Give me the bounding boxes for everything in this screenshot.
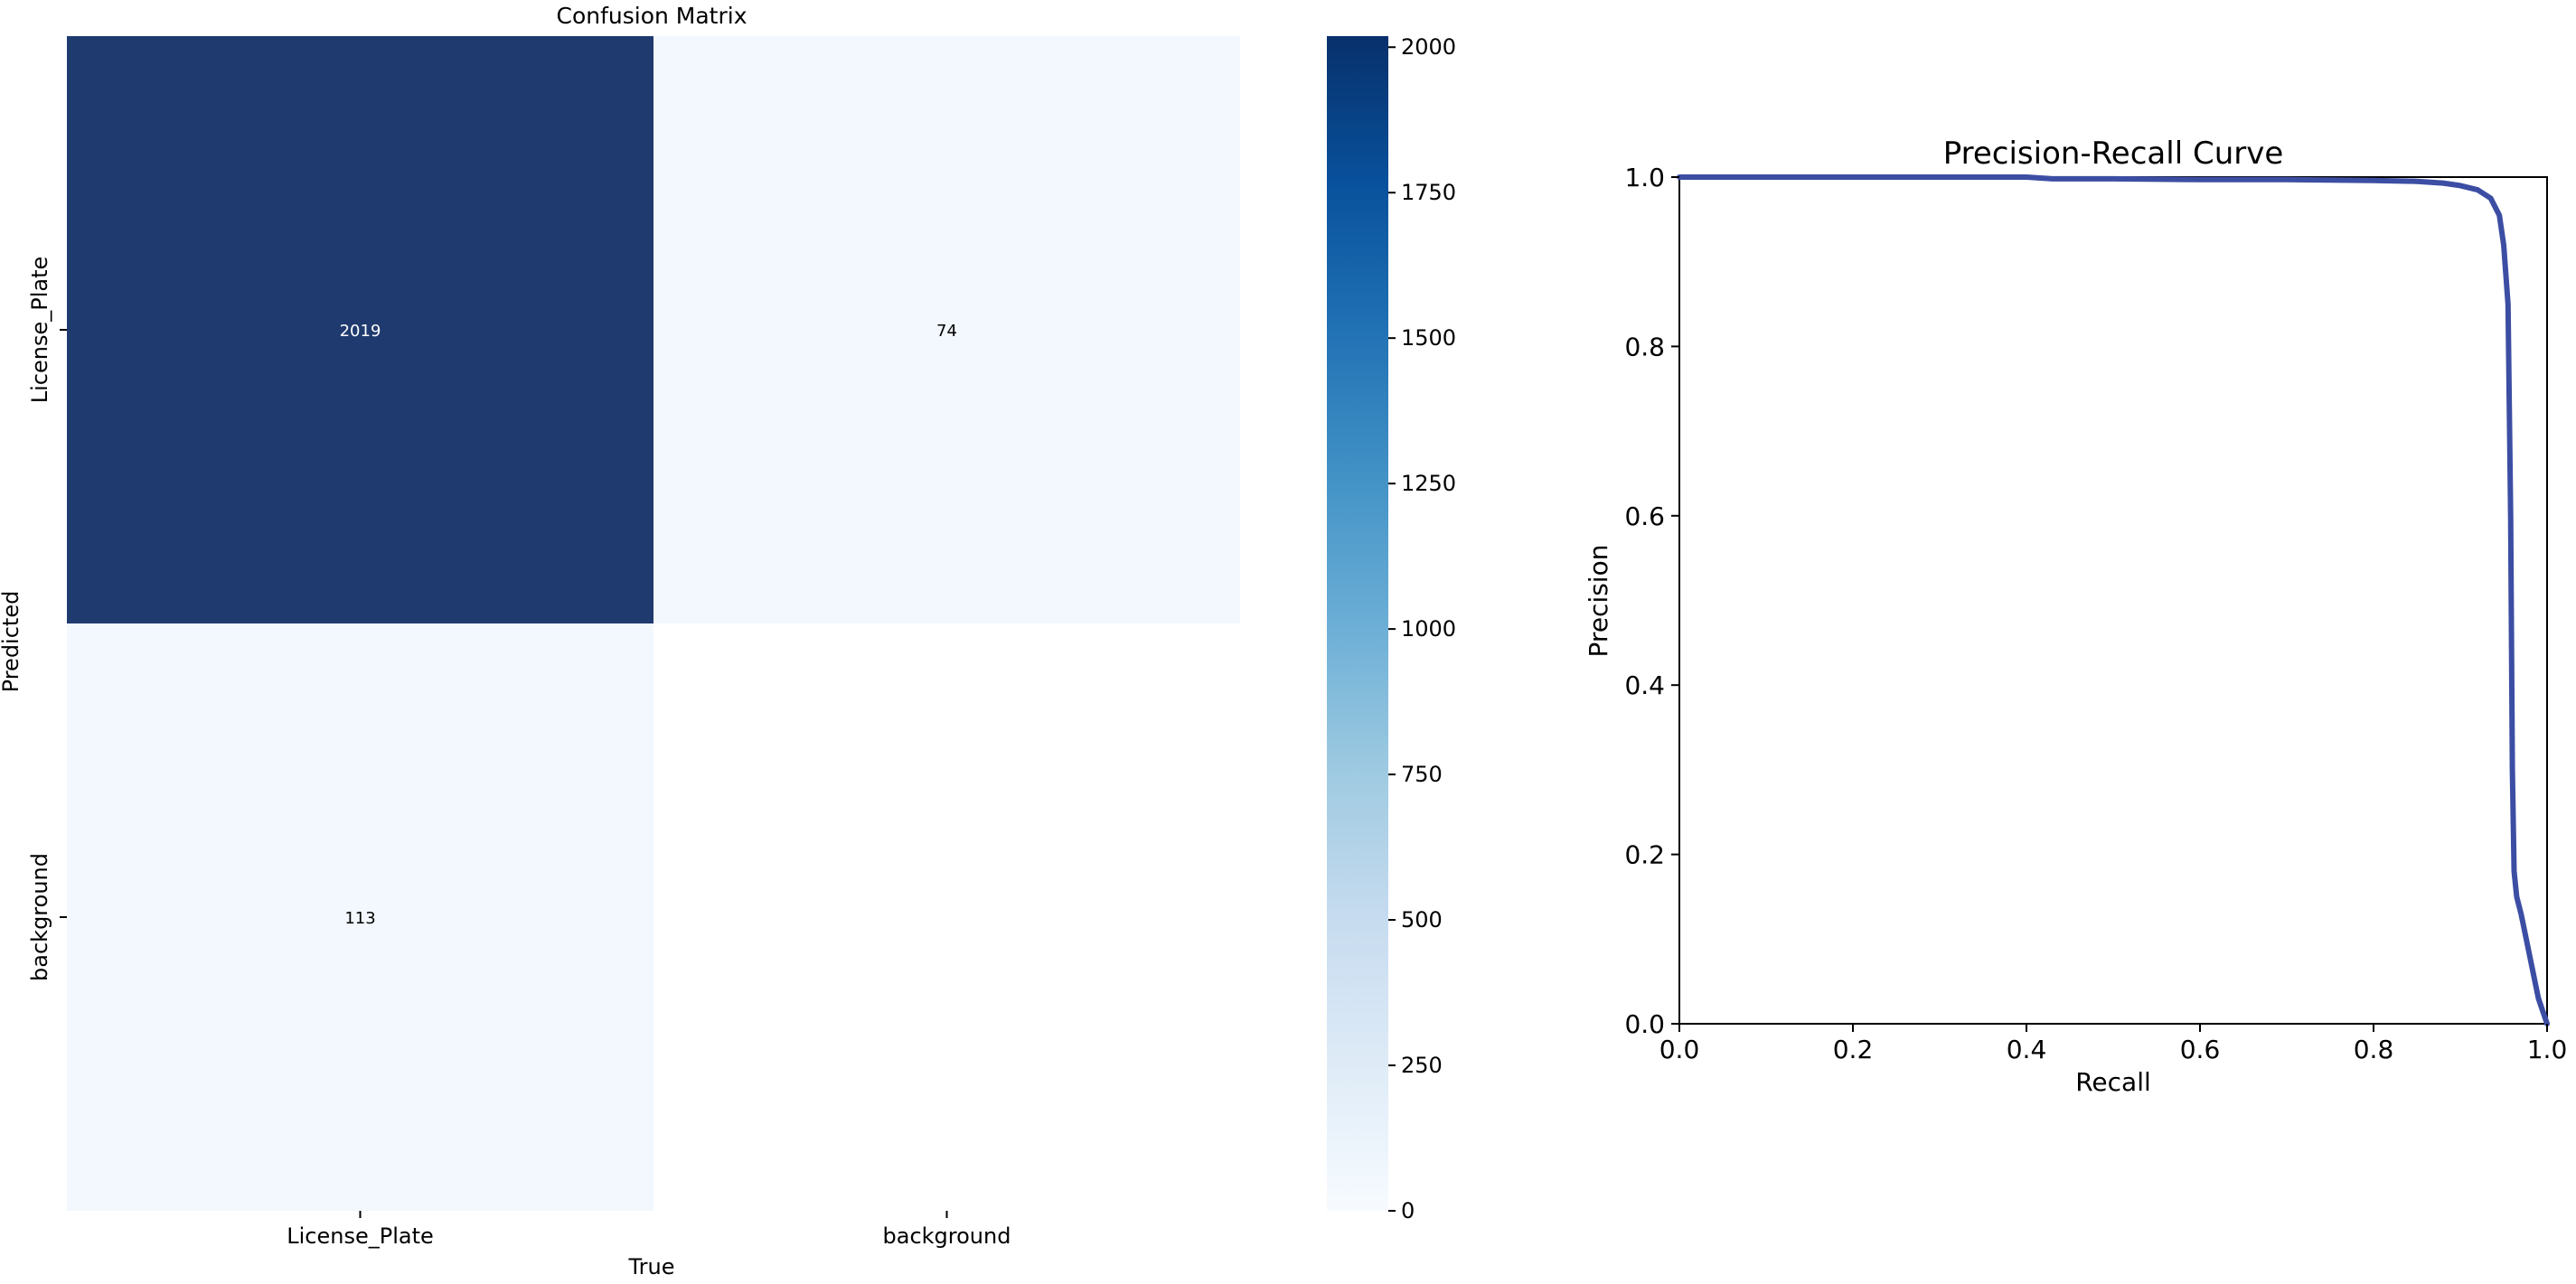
pr-x-ticks: 0.0 0.2 0.4 0.6 0.8 1.0 <box>1659 1024 2568 1064</box>
pr-y-ticks: 0.0 0.2 0.4 0.6 0.8 1.0 <box>1624 163 1679 1039</box>
cm-title: Confusion Matrix <box>556 3 747 29</box>
colorbar-tick-label: 1750 <box>1401 180 1456 205</box>
cm-cell <box>67 36 653 623</box>
pr-y-tick-label: 1.0 <box>1624 163 1665 192</box>
cm-cell <box>653 36 1240 623</box>
cm-cell <box>67 623 653 1211</box>
cm-x-tick-label: License_Plate <box>287 1223 434 1249</box>
colorbar-tick-label: 1500 <box>1401 325 1456 351</box>
pr-curve-panel: Precision-Recall Curve 0.0 0.2 0.4 0.6 0.8 1.… <box>1584 136 2567 1097</box>
pr-y-tick-label: 0.0 <box>1624 1009 1665 1039</box>
cm-x-tick-label: background <box>883 1223 1011 1249</box>
pr-x-tick-label: 1.0 <box>2527 1035 2568 1064</box>
pr-x-tick-label: 0.4 <box>2007 1035 2047 1064</box>
cm-y-ticks: License_Plate background <box>27 257 67 981</box>
cm-cells: 2019 74 113 <box>67 36 1240 1211</box>
pr-curve-line <box>1677 174 2550 1026</box>
colorbar-tick-label: 1000 <box>1401 616 1456 642</box>
pr-x-tick-label: 0.6 <box>2180 1035 2221 1064</box>
pr-plot-frame <box>1678 176 2548 1025</box>
colorbar-tick-label: 750 <box>1401 762 1443 787</box>
pr-x-tick-label: 0.8 <box>2354 1035 2394 1064</box>
colorbar <box>1327 36 1388 1211</box>
cm-y-tick-label: background <box>27 853 52 981</box>
cm-xlabel: True <box>628 1254 675 1279</box>
cm-cell-label: 2019 <box>340 322 381 341</box>
cm-ylabel: Predicted <box>0 591 24 693</box>
colorbar-tick-label: 0 <box>1401 1198 1415 1223</box>
cm-cell <box>653 623 1240 1211</box>
cm-x-ticks: License_Plate background <box>287 1211 1011 1249</box>
pr-x-tick-label: 0.2 <box>1833 1035 1874 1064</box>
colorbar-tick-label: 2000 <box>1401 34 1456 60</box>
colorbar-tick-label: 1250 <box>1401 471 1456 496</box>
pr-xlabel: Recall <box>2075 1067 2151 1097</box>
cm-cell-label: 113 <box>344 909 375 928</box>
cm-y-tick-label: License_Plate <box>27 257 52 404</box>
pr-y-tick-label: 0.2 <box>1624 840 1665 870</box>
colorbar-ticks: 0 250 500 750 1000 1250 1500 1750 2000 <box>1388 34 1456 1223</box>
confusion-matrix-panel: Confusion Matrix 2019 74 113 True Predicte… <box>0 3 1456 1279</box>
pr-ylabel: Precision <box>1584 545 1613 658</box>
pr-x-tick-label: 0.0 <box>1659 1035 1700 1064</box>
pr-title: Precision-Recall Curve <box>1943 136 2284 172</box>
pr-y-tick-label: 0.4 <box>1624 670 1665 700</box>
colorbar-tick-label: 500 <box>1401 907 1443 933</box>
cm-cell-label: 74 <box>936 322 957 341</box>
pr-y-tick-label: 0.6 <box>1624 501 1665 531</box>
colorbar-tick-label: 250 <box>1401 1053 1443 1078</box>
pr-y-tick-label: 0.8 <box>1624 332 1665 361</box>
